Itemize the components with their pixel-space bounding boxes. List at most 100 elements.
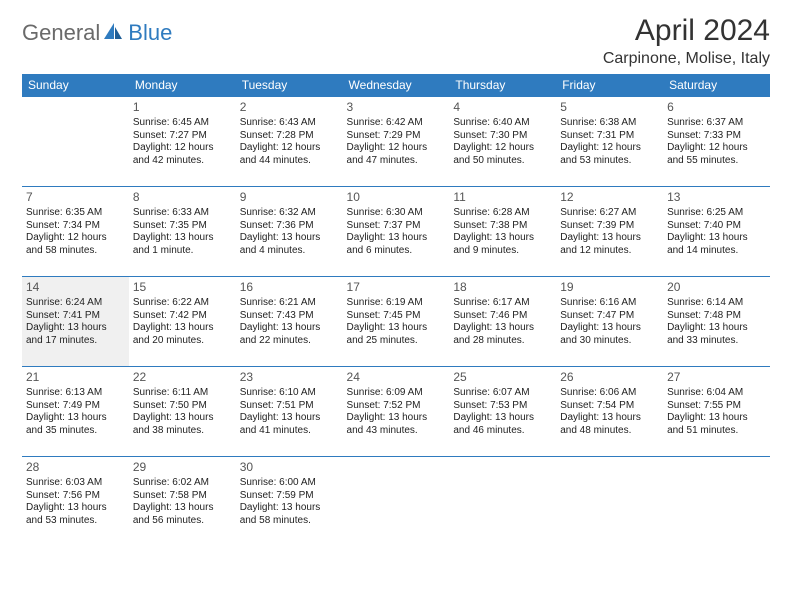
day-info: Sunrise: 6:00 AMSunset: 7:59 PMDaylight:… <box>240 477 339 527</box>
day-cell: 6 Sunrise: 6:37 AMSunset: 7:33 PMDaylight… <box>663 97 770 187</box>
day-info: Sunrise: 6:43 AMSunset: 7:28 PMDaylight:… <box>240 117 339 167</box>
day-cell: 11 Sunrise: 6:28 AMSunset: 7:38 PMDayligh… <box>449 187 556 277</box>
day-info: Sunrise: 6:09 AMSunset: 7:52 PMDaylight:… <box>347 387 446 437</box>
weekday-header: Sunday <box>22 74 129 97</box>
month-title: April 2024 <box>603 14 770 48</box>
day-number: 6 <box>667 100 766 115</box>
day-cell: 23 Sunrise: 6:10 AMSunset: 7:51 PMDayligh… <box>236 367 343 457</box>
day-info: Sunrise: 6:40 AMSunset: 7:30 PMDaylight:… <box>453 117 552 167</box>
day-cell: 28 Sunrise: 6:03 AMSunset: 7:56 PMDayligh… <box>22 457 129 547</box>
day-cell: 18 Sunrise: 6:17 AMSunset: 7:46 PMDayligh… <box>449 277 556 367</box>
day-cell: 2 Sunrise: 6:43 AMSunset: 7:28 PMDaylight… <box>236 97 343 187</box>
day-cell: 17Sunrise: 6:19 AMSunset: 7:45 PMDayligh… <box>343 277 450 367</box>
day-number: 15 <box>133 280 232 295</box>
day-cell: 9 Sunrise: 6:32 AMSunset: 7:36 PMDaylight… <box>236 187 343 277</box>
day-number: 9 <box>240 190 339 205</box>
day-info: Sunrise: 6:06 AMSunset: 7:54 PMDaylight:… <box>560 387 659 437</box>
day-cell: 21 Sunrise: 6:13 AMSunset: 7:49 PMDayligh… <box>22 367 129 457</box>
day-number: 11 <box>453 190 552 205</box>
day-number: 28 <box>26 460 125 475</box>
day-number: 22 <box>133 370 232 385</box>
calendar-row: 1 Sunrise: 6:45 AMSunset: 7:27 PMDaylight… <box>22 97 770 187</box>
day-number: 25 <box>453 370 552 385</box>
day-cell: 27Sunrise: 6:04 AMSunset: 7:55 PMDayligh… <box>663 367 770 457</box>
day-info: Sunrise: 6:21 AMSunset: 7:43 PMDaylight:… <box>240 297 339 347</box>
day-info: Sunrise: 6:28 AMSunset: 7:38 PMDaylight:… <box>453 207 552 257</box>
day-cell: 15 Sunrise: 6:22 AMSunset: 7:42 PMDayligh… <box>129 277 236 367</box>
calendar-row: 7Sunrise: 6:35 AMSunset: 7:34 PMDaylight… <box>22 187 770 277</box>
day-number: 10 <box>347 190 446 205</box>
brand-logo: General Blue <box>22 20 172 46</box>
calendar-page: General Blue April 2024 Carpinone, Molis… <box>0 0 792 547</box>
calendar-head: SundayMondayTuesdayWednesdayThursdayFrid… <box>22 74 770 97</box>
day-number: 20 <box>667 280 766 295</box>
day-cell: 14 Sunrise: 6:24 AMSunset: 7:41 PMDayligh… <box>22 277 129 367</box>
day-cell: 20 Sunrise: 6:14 AMSunset: 7:48 PMDayligh… <box>663 277 770 367</box>
day-info: Sunrise: 6:25 AMSunset: 7:40 PMDaylight:… <box>667 207 766 257</box>
day-number: 13 <box>667 190 766 205</box>
day-number: 16 <box>240 280 339 295</box>
calendar-row: 28 Sunrise: 6:03 AMSunset: 7:56 PMDayligh… <box>22 457 770 547</box>
empty-cell <box>449 457 556 547</box>
day-cell: 24Sunrise: 6:09 AMSunset: 7:52 PMDayligh… <box>343 367 450 457</box>
day-cell: 26 Sunrise: 6:06 AMSunset: 7:54 PMDayligh… <box>556 367 663 457</box>
header-row: General Blue April 2024 Carpinone, Molis… <box>22 14 770 68</box>
day-number: 23 <box>240 370 339 385</box>
day-info: Sunrise: 6:10 AMSunset: 7:51 PMDaylight:… <box>240 387 339 437</box>
title-block: April 2024 Carpinone, Molise, Italy <box>603 14 770 68</box>
day-info: Sunrise: 6:22 AMSunset: 7:42 PMDaylight:… <box>133 297 232 347</box>
location-text: Carpinone, Molise, Italy <box>603 50 770 68</box>
day-info: Sunrise: 6:17 AMSunset: 7:46 PMDaylight:… <box>453 297 552 347</box>
day-info: Sunrise: 6:04 AMSunset: 7:55 PMDaylight:… <box>667 387 766 437</box>
day-info: Sunrise: 6:03 AMSunset: 7:56 PMDaylight:… <box>26 477 125 527</box>
day-number: 5 <box>560 100 659 115</box>
brand-part2: Blue <box>128 20 172 46</box>
empty-cell <box>22 97 129 187</box>
day-info: Sunrise: 6:45 AMSunset: 7:27 PMDaylight:… <box>133 117 232 167</box>
day-number: 29 <box>133 460 232 475</box>
sail-icon <box>102 21 124 46</box>
day-info: Sunrise: 6:07 AMSunset: 7:53 PMDaylight:… <box>453 387 552 437</box>
day-cell: 29 Sunrise: 6:02 AMSunset: 7:58 PMDayligh… <box>129 457 236 547</box>
day-number: 4 <box>453 100 552 115</box>
day-cell: 22 Sunrise: 6:11 AMSunset: 7:50 PMDayligh… <box>129 367 236 457</box>
brand-part1: General <box>22 20 100 46</box>
empty-cell <box>343 457 450 547</box>
day-number: 30 <box>240 460 339 475</box>
day-cell: 16 Sunrise: 6:21 AMSunset: 7:43 PMDayligh… <box>236 277 343 367</box>
day-number: 26 <box>560 370 659 385</box>
day-cell: 19Sunrise: 6:16 AMSunset: 7:47 PMDayligh… <box>556 277 663 367</box>
day-number: 7 <box>26 190 125 205</box>
weekday-header: Monday <box>129 74 236 97</box>
day-info: Sunrise: 6:11 AMSunset: 7:50 PMDaylight:… <box>133 387 232 437</box>
day-cell: 10 Sunrise: 6:30 AMSunset: 7:37 PMDayligh… <box>343 187 450 277</box>
day-cell: 30 Sunrise: 6:00 AMSunset: 7:59 PMDayligh… <box>236 457 343 547</box>
empty-cell <box>663 457 770 547</box>
day-info: Sunrise: 6:02 AMSunset: 7:58 PMDaylight:… <box>133 477 232 527</box>
day-number: 14 <box>26 280 125 295</box>
weekday-header: Saturday <box>663 74 770 97</box>
day-number: 2 <box>240 100 339 115</box>
day-info: Sunrise: 6:16 AMSunset: 7:47 PMDaylight:… <box>560 297 659 347</box>
day-info: Sunrise: 6:19 AMSunset: 7:45 PMDaylight:… <box>347 297 446 347</box>
calendar-row: 14 Sunrise: 6:24 AMSunset: 7:41 PMDayligh… <box>22 277 770 367</box>
day-number: 3 <box>347 100 446 115</box>
day-number: 8 <box>133 190 232 205</box>
day-info: Sunrise: 6:14 AMSunset: 7:48 PMDaylight:… <box>667 297 766 347</box>
day-info: Sunrise: 6:32 AMSunset: 7:36 PMDaylight:… <box>240 207 339 257</box>
day-info: Sunrise: 6:30 AMSunset: 7:37 PMDaylight:… <box>347 207 446 257</box>
calendar-body: 1 Sunrise: 6:45 AMSunset: 7:27 PMDaylight… <box>22 97 770 547</box>
day-number: 21 <box>26 370 125 385</box>
day-number: 1 <box>133 100 232 115</box>
empty-cell <box>556 457 663 547</box>
day-cell: 7Sunrise: 6:35 AMSunset: 7:34 PMDaylight… <box>22 187 129 277</box>
day-info: Sunrise: 6:37 AMSunset: 7:33 PMDaylight:… <box>667 117 766 167</box>
day-info: Sunrise: 6:13 AMSunset: 7:49 PMDaylight:… <box>26 387 125 437</box>
day-cell: 25 Sunrise: 6:07 AMSunset: 7:53 PMDayligh… <box>449 367 556 457</box>
weekday-header: Thursday <box>449 74 556 97</box>
day-cell: 13 Sunrise: 6:25 AMSunset: 7:40 PMDayligh… <box>663 187 770 277</box>
calendar-table: SundayMondayTuesdayWednesdayThursdayFrid… <box>22 74 770 547</box>
day-info: Sunrise: 6:24 AMSunset: 7:41 PMDaylight:… <box>26 297 125 347</box>
day-number: 18 <box>453 280 552 295</box>
day-cell: 8Sunrise: 6:33 AMSunset: 7:35 PMDaylight… <box>129 187 236 277</box>
